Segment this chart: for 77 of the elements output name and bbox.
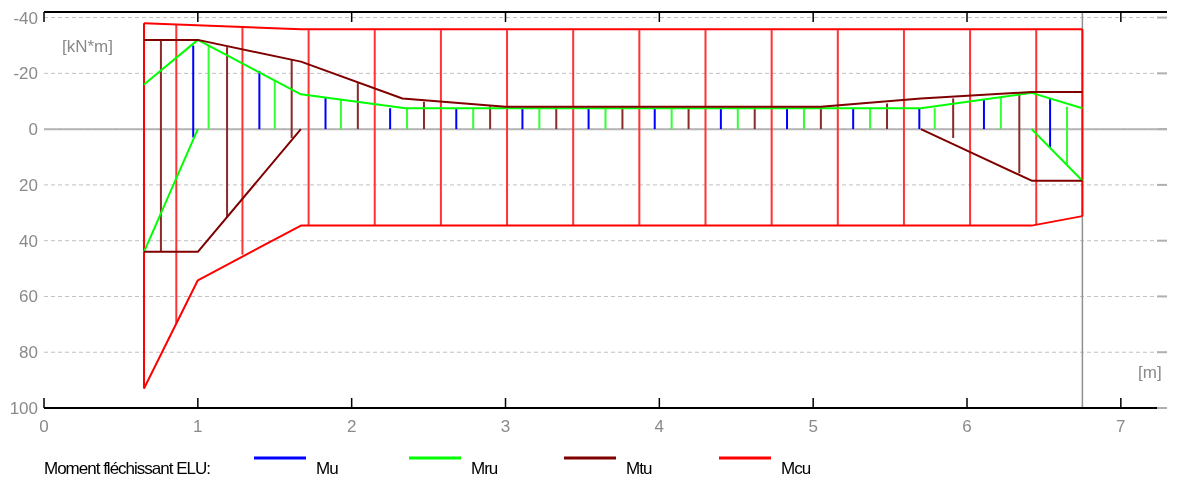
bar [572,30,575,226]
bar [207,46,210,130]
bar [307,30,310,226]
bar [902,30,905,226]
y-tick-label: 100 [9,399,38,418]
legend-label: Mu [316,459,339,478]
bar [786,108,789,130]
bar [521,108,524,130]
bar [736,108,739,130]
bar [1066,106,1069,165]
x-tick-label: 7 [1116,417,1126,436]
bar [982,99,985,130]
bar [869,108,872,130]
y-axis-title: [kN*m] [62,37,113,56]
legend-label: Mru [471,459,498,478]
bar [670,108,673,130]
bar [1018,93,1021,174]
bar [241,25,244,255]
bar [1035,30,1038,225]
bar [339,99,342,130]
y-tick-label: 40 [19,231,38,251]
bar [159,39,162,252]
bar [653,108,656,130]
bar [918,108,921,130]
bar [472,108,475,130]
bar [886,103,889,130]
bar [555,107,558,130]
bar [587,108,590,130]
x-axis-title: [m] [1138,363,1162,382]
y-tick-label: 60 [19,287,38,307]
y-tick-label: -20 [13,64,38,84]
bar [389,108,392,130]
y-tick-label: -40 [13,8,38,28]
bar [455,108,458,130]
bar [258,71,261,130]
y-tick-label: 80 [19,343,38,363]
x-tick-label: 1 [193,417,203,436]
x-tick-label: 5 [808,417,818,436]
bar [604,108,607,130]
bar [439,30,442,226]
legend-label: Mcu [781,459,811,478]
y-tick-label: 0 [28,120,38,140]
legend-title: Moment fléchissant ELU: [44,459,211,478]
bar [621,107,624,130]
x-tick-label: 2 [346,417,357,436]
x-tick-label: 6 [962,417,972,436]
bar [836,30,839,226]
bar [969,30,972,226]
bar [704,30,707,226]
y-tick-label: 20 [19,175,38,195]
bar [719,108,722,130]
bar [506,30,509,226]
bar [422,101,425,130]
bar [290,59,293,139]
x-tick-label: 4 [654,417,665,436]
bar [802,108,805,130]
bar [753,107,756,130]
bar [952,98,955,139]
bar [638,30,641,226]
bar [538,108,541,130]
x-tick-label: 3 [500,417,511,436]
bar [999,97,1002,130]
bar [770,30,773,226]
legend-label: Mtu [626,459,652,478]
bar [192,45,195,138]
bar [687,107,690,130]
bar [406,108,409,130]
bar [1049,99,1052,148]
bar [852,108,855,130]
bar [819,107,822,130]
bar [324,97,327,130]
bar [175,24,178,324]
bar [933,108,936,130]
bar [273,80,276,130]
bar [373,30,376,226]
bar [226,47,229,218]
bar [356,83,359,130]
